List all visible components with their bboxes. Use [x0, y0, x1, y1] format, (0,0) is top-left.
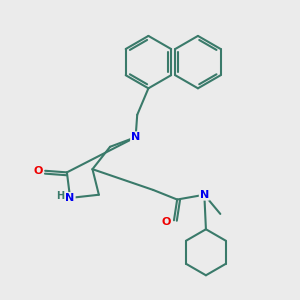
Text: N: N [65, 193, 75, 203]
Text: N: N [131, 132, 140, 142]
Text: N: N [200, 190, 209, 200]
Text: O: O [161, 217, 171, 227]
Text: H: H [56, 191, 64, 201]
Text: O: O [34, 166, 43, 176]
